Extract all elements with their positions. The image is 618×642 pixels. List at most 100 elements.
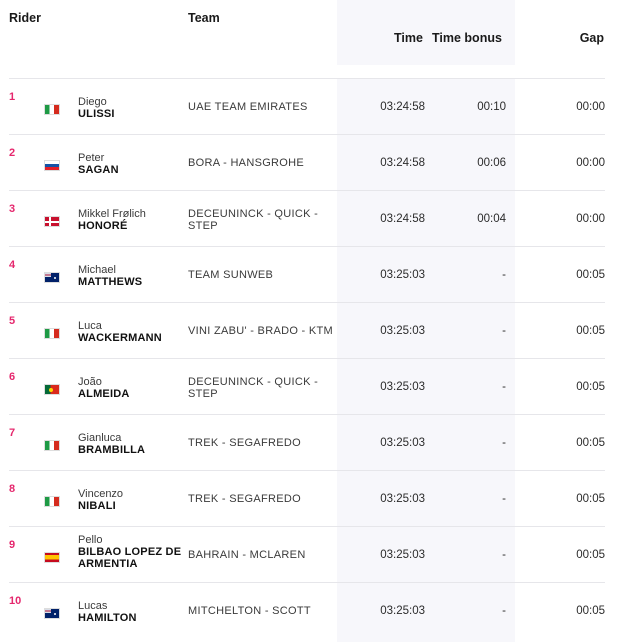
time-value: 03:25:03 <box>380 325 425 337</box>
rider-name[interactable]: Diego ULISSI <box>78 96 188 120</box>
time-bonus-value: - <box>502 269 506 281</box>
rider-name[interactable]: Vincenzo NIBALI <box>78 488 188 512</box>
time-value: 03:25:03 <box>380 605 425 617</box>
team-name[interactable]: BAHRAIN - MCLAREN <box>188 549 306 561</box>
rider-name[interactable]: Michael MATTHEWS <box>78 264 188 288</box>
table-row[interactable]: 10 Lucas HAMILTON MITCHELTON - SCOTT 03:25:0… <box>9 582 605 636</box>
position: 5 <box>9 315 16 327</box>
rider-first-name: Lucas <box>78 600 108 612</box>
rider-last-name: WACKERMANN <box>78 332 162 344</box>
team-name[interactable]: MITCHELTON - SCOTT <box>188 605 311 617</box>
rider-first-name: Pello <box>78 534 103 546</box>
es-flag-icon <box>44 552 60 563</box>
sk-flag-icon <box>44 160 60 171</box>
position: 3 <box>9 203 16 215</box>
team-name[interactable]: DECEUNINCK - QUICK - STEP <box>188 208 319 232</box>
team-name[interactable]: TREK - SEGAFREDO <box>188 437 301 449</box>
team-name[interactable]: TREK - SEGAFREDO <box>188 493 301 505</box>
time-bonus-value: - <box>502 493 506 505</box>
rider-name[interactable]: Gianluca BRAMBILLA <box>78 432 188 456</box>
au-flag-icon <box>44 272 60 283</box>
time-value: 03:24:58 <box>380 157 425 169</box>
rider-name[interactable]: Lucas HAMILTON <box>78 600 188 624</box>
team-name[interactable]: TEAM SUNWEB <box>188 269 274 281</box>
rider-first-name: Peter <box>78 152 105 164</box>
results-table: 1 Diego ULISSI UAE TEAM EMIRATES 03:24:58 00:… <box>9 78 605 636</box>
rider-name[interactable]: Peter SAGAN <box>78 152 188 176</box>
rider-last-name: HAMILTON <box>78 612 137 624</box>
table-row[interactable]: 3 Mikkel Frølich HONORÉ DECEUNINCK - QUICK … <box>9 190 605 246</box>
rider-last-name: NIBALI <box>78 500 116 512</box>
time-bonus-value: 00:04 <box>477 213 506 225</box>
table-row[interactable]: 2 Peter SAGAN BORA - HANSGROHE 03:24:58 00:06… <box>9 134 605 190</box>
team-name[interactable]: UAE TEAM EMIRATES <box>188 101 308 113</box>
position: 8 <box>9 483 16 495</box>
gap-value: 00:05 <box>576 325 605 337</box>
position: 6 <box>9 371 16 383</box>
time-column-header-band <box>337 0 515 65</box>
time-bonus-value: - <box>502 325 506 337</box>
team-name[interactable]: DECEUNINCK - QUICK - STEP <box>188 376 319 400</box>
team-name[interactable]: BORA - HANSGROHE <box>188 157 305 169</box>
it-flag-icon <box>44 496 60 507</box>
gap-value: 00:00 <box>576 213 605 225</box>
header-rider[interactable]: Rider <box>9 11 41 25</box>
time-bonus-value: - <box>502 605 506 617</box>
table-row[interactable]: 8 Vincenzo NIBALI TREK - SEGAFREDO 03:25:03-… <box>9 470 605 526</box>
table-row[interactable]: 5 Luca WACKERMANN VINI ZABU' - BRADO - KTM 0… <box>9 302 605 358</box>
time-value: 03:24:58 <box>380 213 425 225</box>
rider-first-name: Vincenzo <box>78 488 124 500</box>
position: 2 <box>9 147 16 159</box>
position: 9 <box>9 539 16 551</box>
rider-first-name: Diego <box>78 96 107 108</box>
table-row[interactable]: 4 Michael MATTHEWS TEAM SUNWEB 03:25:03-00:0… <box>9 246 605 302</box>
rider-name[interactable]: João ALMEIDA <box>78 376 188 400</box>
team-name[interactable]: VINI ZABU' - BRADO - KTM <box>188 325 333 337</box>
rider-name[interactable]: Luca WACKERMANN <box>78 320 188 344</box>
rider-name[interactable]: Mikkel Frølich HONORÉ <box>78 208 188 232</box>
rider-last-name: BRAMBILLA <box>78 444 146 456</box>
header-gap[interactable]: Gap <box>579 31 604 45</box>
header-time[interactable]: Time <box>394 31 423 45</box>
rider-last-name: MATTHEWS <box>78 276 143 288</box>
rider-last-name: HONORÉ <box>78 220 128 232</box>
time-bonus-value: 00:06 <box>477 157 506 169</box>
time-value: 03:25:03 <box>380 549 425 561</box>
rider-first-name: Luca <box>78 320 102 332</box>
rider-last-name: ULISSI <box>78 108 115 120</box>
time-value: 03:24:58 <box>380 101 425 113</box>
rider-first-name: Gianluca <box>78 432 122 444</box>
time-value: 03:25:03 <box>380 269 425 281</box>
table-row[interactable]: 7 Gianluca BRAMBILLA TREK - SEGAFREDO 03:25:… <box>9 414 605 470</box>
gap-value: 00:05 <box>576 269 605 281</box>
time-value: 03:25:03 <box>380 381 425 393</box>
header-team[interactable]: Team <box>188 11 220 25</box>
rider-first-name: João <box>78 376 102 388</box>
pt-flag-icon <box>44 384 60 395</box>
time-bonus-value: - <box>502 437 506 449</box>
it-flag-icon <box>44 104 60 115</box>
position: 10 <box>9 595 22 607</box>
rider-last-name: ALMEIDA <box>78 388 130 400</box>
gap-value: 00:05 <box>576 493 605 505</box>
table-row[interactable]: 1 Diego ULISSI UAE TEAM EMIRATES 03:24:58 00:… <box>9 78 605 134</box>
rider-first-name: Michael <box>78 264 116 276</box>
table-row[interactable]: 9 Pello BILBAO LOPEZ DE ARMENTIA BAHRAIN - … <box>9 526 605 582</box>
gap-value: 00:05 <box>576 381 605 393</box>
it-flag-icon <box>44 328 60 339</box>
rider-last-name: SAGAN <box>78 164 119 176</box>
header-time-bonus[interactable]: Time bonus <box>432 31 502 45</box>
gap-value: 00:00 <box>576 157 605 169</box>
gap-value: 00:00 <box>576 101 605 113</box>
rider-first-name: Mikkel Frølich <box>78 208 146 220</box>
time-bonus-value: - <box>502 549 506 561</box>
rider-name[interactable]: Pello BILBAO LOPEZ DE ARMENTIA <box>78 534 188 570</box>
position: 1 <box>9 91 16 103</box>
dk-flag-icon <box>44 216 60 227</box>
position: 7 <box>9 427 16 439</box>
table-row[interactable]: 6 João ALMEIDA DECEUNINCK - QUICK - STEP 03:… <box>9 358 605 414</box>
time-value: 03:25:03 <box>380 437 425 449</box>
gap-value: 00:05 <box>576 549 605 561</box>
time-bonus-value: - <box>502 381 506 393</box>
it-flag-icon <box>44 440 60 451</box>
